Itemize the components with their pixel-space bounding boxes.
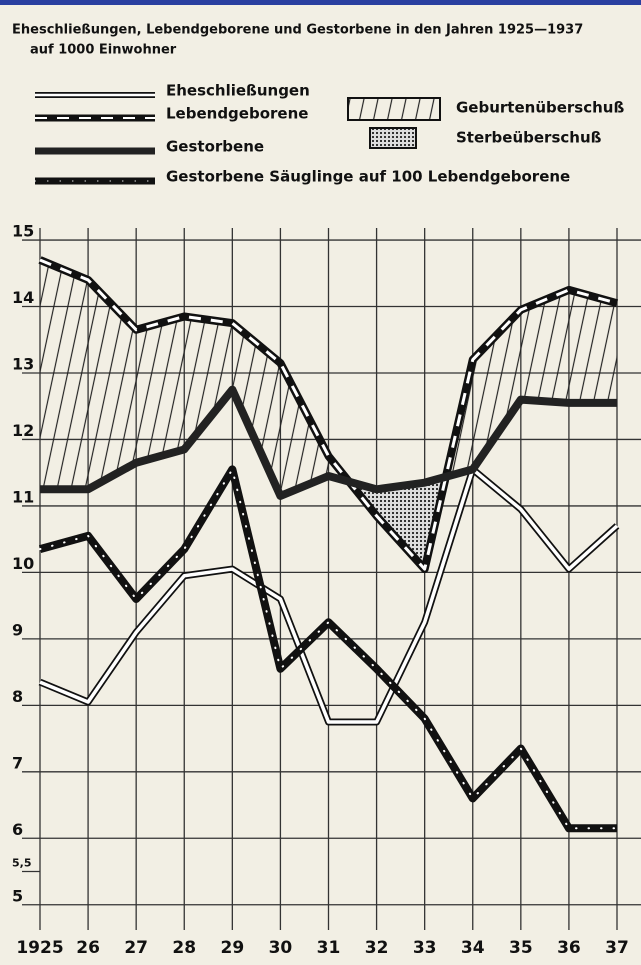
top-strip <box>0 0 641 5</box>
grid: 5 5,5 6 7 8 9 10 11 12 13 14 15 1925 26 27 28 29 30 31 32 33… <box>12 222 641 958</box>
x-tick-label: 29 <box>220 938 244 958</box>
birth-surplus-area <box>520 289 569 403</box>
y-tick-label: 14 <box>12 288 34 307</box>
x-tick-label: 1925 <box>16 938 63 958</box>
birth-surplus-area <box>136 316 185 463</box>
x-tick-label: 33 <box>413 938 437 958</box>
birth-surplus-area <box>232 323 281 496</box>
chart-subtitle: auf 1000 Einwohner <box>30 43 177 58</box>
line-inner <box>39 258 618 571</box>
y-tick-label: 6 <box>12 820 23 839</box>
x-tick-label: 36 <box>557 938 581 958</box>
x-tick-label: 32 <box>365 938 389 958</box>
legend-label: Gestorbene Säuglinge auf 100 Lebendgebor… <box>166 168 570 186</box>
legend-crosshatch <box>369 127 417 149</box>
x-tick-label: 37 <box>605 938 629 958</box>
legend-label: Eheschließungen <box>166 82 310 100</box>
death-surplus-area <box>376 482 425 570</box>
y-tick-label: 10 <box>12 554 34 573</box>
x-tick-label: 30 <box>269 938 293 958</box>
birth-surplus-area <box>280 363 329 496</box>
legend-label: Lebendgeborene <box>166 105 308 123</box>
x-tick-label: 34 <box>461 938 485 958</box>
birth-surplus-area <box>184 316 233 450</box>
legend-hatch <box>347 97 441 121</box>
x-tick-label: 35 <box>509 938 533 958</box>
legend-label: Geburtenüberschuß <box>456 99 624 117</box>
birth-surplus-area <box>40 259 89 490</box>
birth-surplus-area <box>88 279 137 490</box>
line-inner <box>39 468 618 830</box>
chart-title: Eheschließungen, Lebendgeborene und Gest… <box>12 23 583 38</box>
y-tick-label: 8 <box>12 687 23 706</box>
y-tick-label: 12 <box>12 421 34 440</box>
legend-label: Sterbeüberschuß <box>456 129 602 147</box>
x-tick-label: 26 <box>76 938 100 958</box>
y-tick-label: 5 <box>12 886 23 905</box>
y-tick-label: 5,5 <box>12 857 32 870</box>
line <box>40 385 617 500</box>
legend: Geburtenüberschuß Sterbeüberschuß Ehesch… <box>34 82 624 186</box>
y-tick-label: 7 <box>12 753 23 772</box>
x-tick-label: 27 <box>124 938 148 958</box>
x-tick-label: 31 <box>317 938 341 958</box>
y-tick-label: 15 <box>12 222 34 241</box>
y-tick-label: 11 <box>12 487 34 506</box>
legend-label: Gestorbene <box>166 138 264 156</box>
line-inner <box>39 467 619 724</box>
x-tick-label: 28 <box>172 938 196 958</box>
y-tick-label: 9 <box>12 620 23 639</box>
y-tick-label: 13 <box>12 354 34 373</box>
birth-surplus-area <box>568 289 617 403</box>
